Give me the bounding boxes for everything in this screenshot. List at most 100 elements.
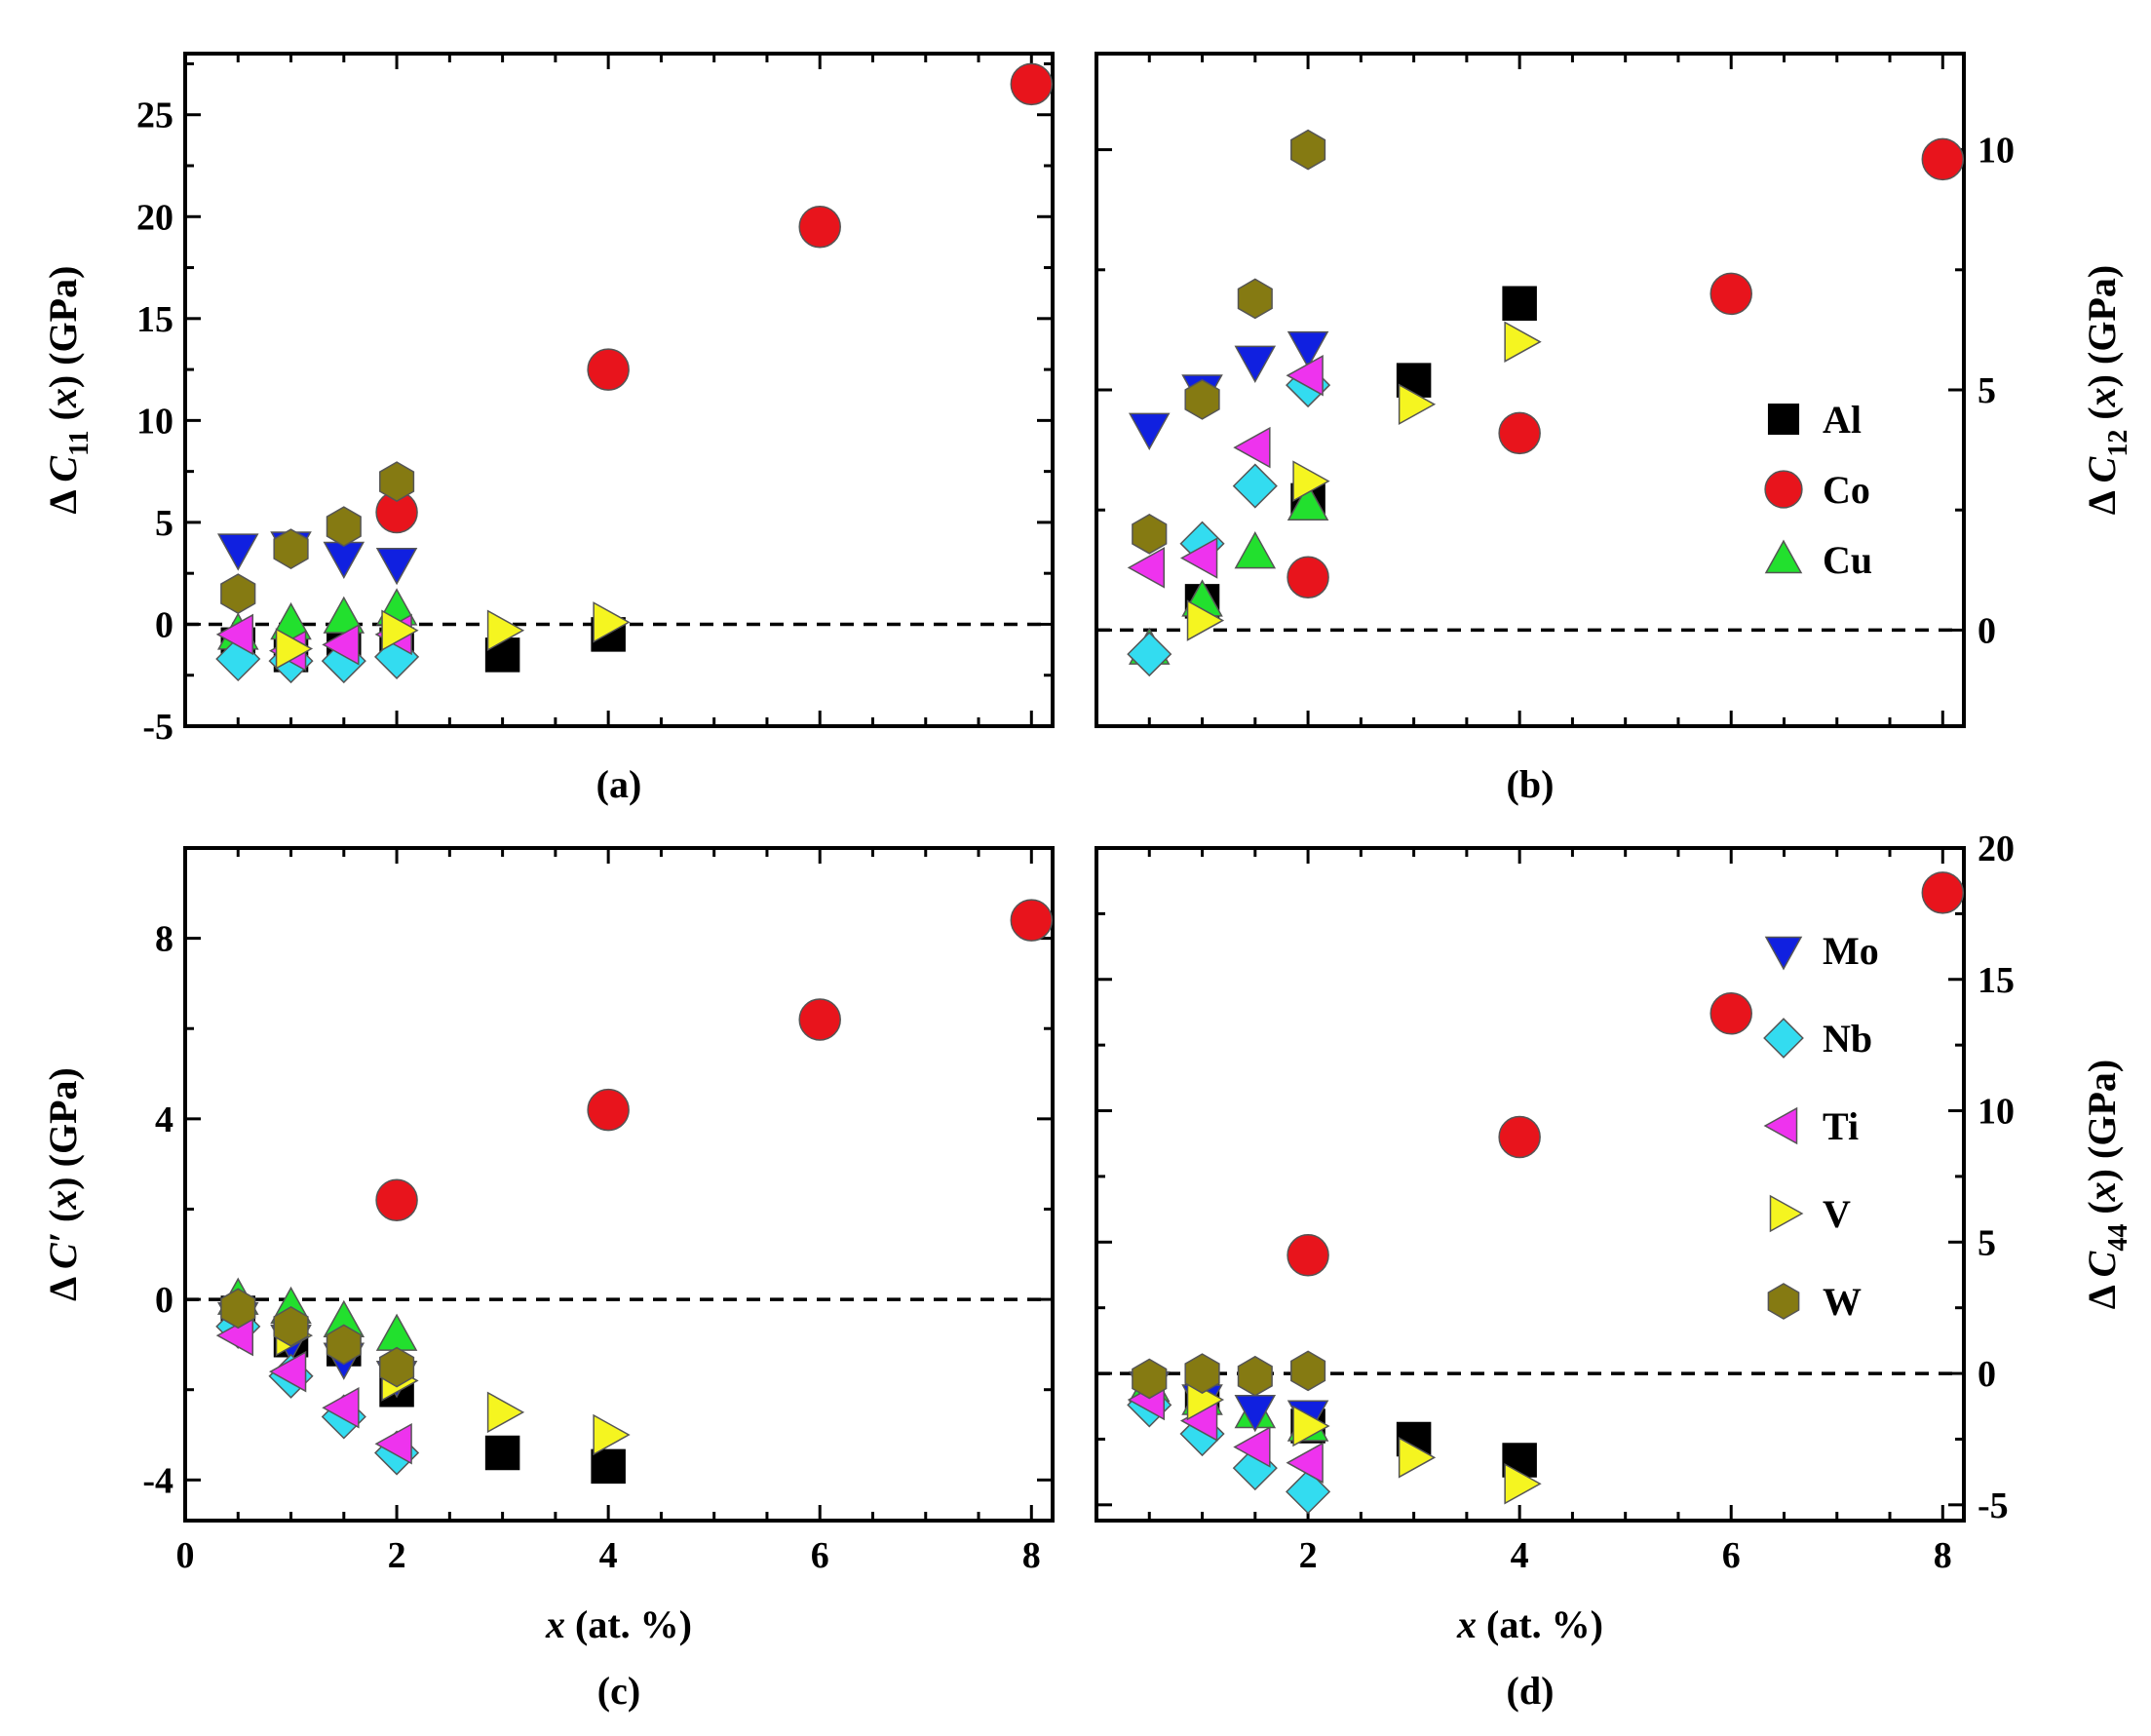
- data-point-mo: [216, 533, 259, 571]
- legend-marker-w: [1767, 1283, 1800, 1320]
- data-point-cu: [375, 1313, 418, 1351]
- legend-marker-ti: [1763, 1106, 1798, 1145]
- data-point-v: [1186, 599, 1225, 641]
- data-point-cu: [1287, 482, 1329, 521]
- series-w: [220, 461, 415, 614]
- panel-b-frame: [1095, 52, 1966, 728]
- y-tick-label: 5: [1978, 1222, 1996, 1263]
- y-tick-label: 15: [136, 299, 173, 340]
- data-point-mo: [1287, 330, 1329, 369]
- data-point-co: [1010, 62, 1054, 106]
- data-point-cu: [1234, 531, 1277, 569]
- y-tick-label: -5: [1978, 1485, 2009, 1526]
- legend-label-ti: Ti: [1823, 1104, 1859, 1148]
- y-tick-label: 5: [1978, 370, 1996, 411]
- data-point-w: [220, 1288, 256, 1330]
- data-point-w: [379, 461, 415, 502]
- data-point-w: [1290, 129, 1326, 171]
- panel-c-caption: (c): [597, 1669, 640, 1713]
- data-point-co: [1921, 871, 1965, 914]
- data-point-co: [375, 1178, 418, 1221]
- data-point-ti: [1233, 426, 1271, 469]
- legend-marker-cu: [1764, 539, 1803, 574]
- svg-text:Δ C11 (x) (GPa): Δ C11 (x) (GPa): [41, 266, 95, 515]
- legend-marker-mo: [1764, 936, 1803, 971]
- panel-b: 0 5 10 Al Co Cu (b) Δ C12 (x) (GPa): [1095, 52, 2133, 806]
- data-point-w: [1132, 514, 1168, 555]
- data-point-w: [273, 528, 309, 569]
- y-tick-label: 5: [155, 503, 173, 544]
- y-tick-label: 20: [136, 197, 173, 238]
- x-tick-label: 0: [176, 1535, 195, 1576]
- data-point-al: [1502, 286, 1537, 322]
- data-point-al: [591, 1448, 626, 1485]
- series-ti: [1127, 354, 1324, 589]
- data-point-w: [1237, 278, 1273, 320]
- y-tick-label: 25: [136, 96, 173, 136]
- data-point-co: [1921, 137, 1965, 181]
- series-ti: [215, 1314, 412, 1465]
- data-point-w: [1184, 1353, 1220, 1394]
- data-point-al: [484, 1435, 520, 1471]
- svg-text:Δ C′ (x) (GPa): Δ C′ (x) (GPa): [41, 1067, 85, 1301]
- data-point-mo: [1128, 412, 1171, 450]
- y-tick-label: 10: [1978, 131, 2015, 172]
- data-point-co: [1709, 272, 1752, 316]
- data-point-v: [1398, 383, 1437, 426]
- y-tick-label: 10: [1978, 1092, 2015, 1133]
- data-point-v: [1398, 1437, 1437, 1479]
- x-tick-label: 2: [388, 1535, 406, 1576]
- data-point-co: [798, 998, 841, 1041]
- data-point-mo: [323, 541, 365, 579]
- data-point-w: [1184, 379, 1220, 420]
- data-point-ti: [1127, 547, 1166, 589]
- data-point-v: [1292, 460, 1330, 502]
- y-tick-label: 0: [155, 1280, 173, 1321]
- legend: Al Co Cu: [1764, 398, 1872, 582]
- data-point-w: [220, 573, 256, 614]
- panel-c-frame: [183, 846, 1055, 1523]
- data-point-nb: [1286, 1469, 1331, 1515]
- data-point-co: [1010, 899, 1054, 942]
- series-w: [220, 1288, 415, 1388]
- svg-text:Δ C12 (x) (GPa): Δ C12 (x) (GPa): [2080, 265, 2133, 515]
- panel-a-ylabel: Δ C11 (x) (GPa): [41, 266, 95, 515]
- legend-label-al: Al: [1823, 398, 1862, 442]
- series-v: [1186, 321, 1542, 641]
- data-point-ti: [215, 613, 254, 656]
- x-tick-label: 8: [1934, 1535, 1952, 1576]
- data-point-mo: [375, 547, 418, 586]
- data-point-ti: [322, 1386, 360, 1429]
- y-tick-label: 20: [1978, 829, 2015, 869]
- legend-label-cu: Cu: [1823, 538, 1872, 582]
- data-point-w: [326, 506, 362, 547]
- data-point-co: [587, 348, 630, 391]
- series-ti: [1127, 1378, 1324, 1484]
- data-point-w: [273, 1306, 309, 1347]
- svg-text:Δ C44 (x) (GPa): Δ C44 (x) (GPa): [2080, 1060, 2133, 1309]
- panel-a-content: -5 0 5 10 15 20 25: [136, 54, 1054, 748]
- y-tick-label: 15: [1978, 960, 2015, 1001]
- panel-c-ylabel: Δ C′ (x) (GPa): [41, 1067, 85, 1301]
- legend-marker-al: [1767, 403, 1800, 436]
- x-tick-label: 6: [1722, 1535, 1741, 1576]
- data-point-ti: [1286, 1442, 1324, 1484]
- data-point-ti: [1286, 354, 1324, 397]
- data-point-co: [798, 205, 841, 249]
- data-point-v: [486, 1391, 525, 1434]
- legend-marker-nb: [1763, 1018, 1804, 1059]
- series-co: [1287, 871, 1965, 1277]
- x-tick-label: 8: [1022, 1535, 1041, 1576]
- data-point-v: [593, 1413, 631, 1456]
- data-point-w: [1132, 1358, 1168, 1400]
- panel-b-content: 0 5 10 Al Co Cu: [1096, 54, 2015, 726]
- panel-d-caption: (d): [1507, 1669, 1555, 1713]
- panel-d-frame: [1095, 846, 1966, 1523]
- data-point-v: [593, 601, 631, 643]
- panel-d-ylabel: Δ C44 (x) (GPa): [2080, 1060, 2133, 1309]
- y-tick-label: 8: [155, 919, 173, 960]
- series-v: [275, 601, 631, 670]
- y-tick-label: -4: [142, 1460, 173, 1501]
